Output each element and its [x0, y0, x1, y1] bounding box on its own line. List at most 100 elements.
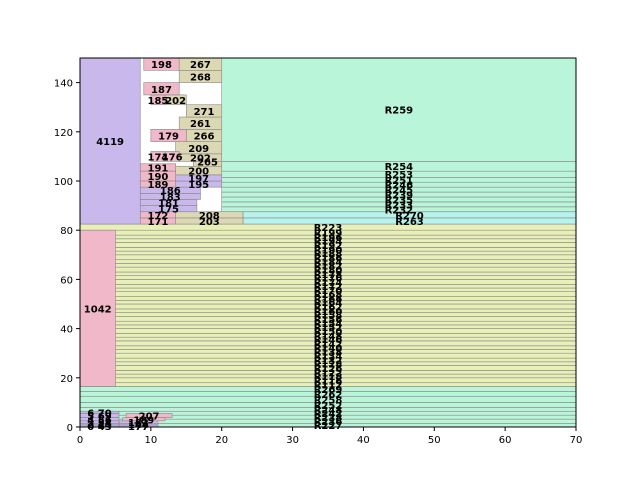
chart-region-label: 265: [197, 157, 218, 168]
chart-region-label: 202: [190, 154, 211, 165]
chart-region-label: R160: [314, 307, 343, 318]
y-tick-label: 80: [60, 226, 73, 237]
chart-region-label: R188: [314, 249, 343, 260]
chart-region-label: R116: [314, 376, 343, 387]
chart-region-label: R184: [314, 258, 343, 269]
chart-region-label: 182: [128, 418, 149, 429]
chart-region-label: R242: [314, 409, 343, 420]
chart-region-label: 203: [199, 217, 220, 228]
chart-region-label: R262: [314, 390, 343, 401]
chart-region-label: R118: [314, 372, 343, 383]
chart-region-label: R134: [314, 352, 343, 363]
y-tick-label: 140: [54, 79, 73, 90]
x-tick-label: 0: [77, 435, 83, 446]
chart-region-label: R239: [385, 191, 414, 202]
chart-region-label: 1042: [84, 304, 112, 315]
chart-region-label: R263: [395, 217, 424, 228]
chart-region-label: R251: [385, 176, 414, 187]
chart-region-labels: R227R236R238R242R248R252R258R262R269R112…: [84, 60, 424, 433]
chart-region-label: R140: [314, 344, 343, 355]
chart-region-label: R112: [314, 381, 343, 392]
chart-region-label: R146: [314, 335, 343, 346]
chart-region-label: R254: [385, 162, 414, 173]
chart-region: [79, 57, 141, 225]
chart-region-label: R166: [314, 294, 343, 305]
x-tick-label: 70: [570, 435, 583, 446]
y-tick-label: 20: [60, 374, 73, 385]
chart-region-label: 185: [148, 96, 169, 107]
chart-region-label: R182: [314, 261, 343, 272]
y-tick-label: 120: [54, 128, 73, 139]
chart-region-label: R122: [314, 368, 343, 379]
chart-region-label: 208: [199, 211, 220, 222]
y-tick-label: 0: [67, 423, 73, 434]
chart-region-label: 195: [188, 180, 209, 191]
chart-region-label: R142: [314, 339, 343, 350]
chart-region-label: R248: [314, 405, 343, 416]
chart-region-label: 197: [188, 174, 209, 185]
chart-region-label: R164: [314, 298, 343, 309]
chart-region-label: R172: [314, 282, 343, 293]
chart-region-label: 174: [148, 152, 169, 163]
chart-region-label: R238: [314, 413, 343, 424]
chart-region-label: 189: [148, 180, 169, 191]
y-tick-label: 60: [60, 275, 73, 286]
chart-region-label: R162: [314, 302, 343, 313]
chart-region-label: R176: [314, 274, 343, 285]
chart-region-label: R150: [314, 327, 343, 338]
chart-region-label: 177: [128, 422, 149, 433]
chart-region-label: R168: [314, 290, 343, 301]
chart-region-label: R223: [314, 223, 343, 234]
chart-region-label: 4119: [96, 137, 124, 148]
chart-region-label: R156: [314, 315, 343, 326]
chart-region: [150, 151, 166, 162]
chart-region-label: 209: [188, 144, 209, 155]
chart-region-label: 171: [148, 217, 169, 228]
chart-region-label: R258: [314, 395, 343, 406]
chart-region-label: R148: [314, 331, 343, 342]
chart-region: [143, 82, 180, 96]
chart-region: [150, 129, 187, 142]
x-tick-label: 20: [215, 435, 228, 446]
x-tick-label: 50: [428, 435, 441, 446]
chart-region-label: R235: [385, 195, 414, 206]
chart-region-label: 187: [151, 85, 172, 96]
chart-region: [79, 229, 116, 387]
chart-region: [221, 57, 577, 162]
chart-region-label: R245: [385, 186, 414, 197]
chart-region-label: 176: [162, 152, 183, 163]
chart-region-label: R128: [314, 360, 343, 371]
chart-region-label: 2 44: [87, 420, 111, 431]
chart-region-label: 3 54: [87, 418, 111, 429]
chart-region-label: 5 69: [87, 412, 111, 423]
chart-region-label: R126: [314, 364, 343, 375]
chart-region-label: R158: [314, 310, 343, 321]
chart-region-label: R199: [314, 229, 343, 240]
chart-region-label: 266: [194, 131, 215, 142]
chart-region-label: 0 43: [87, 422, 111, 433]
x-tick-label: 60: [499, 435, 512, 446]
chart-regions: [79, 57, 577, 428]
chart-region: [185, 104, 223, 118]
chart-region-label: R170: [314, 286, 343, 297]
chart-region-label: R246: [385, 181, 414, 192]
chart-region-label: 261: [190, 119, 211, 130]
y-tick-label: 100: [54, 177, 73, 188]
chart-region-label: 189: [133, 415, 154, 426]
chart-region-label: 183: [160, 192, 181, 203]
chart-region-label: R259: [385, 106, 414, 117]
chart-region-label: 175: [158, 205, 179, 216]
chart-region-label: 190: [148, 172, 169, 183]
chart-region-label: R180: [314, 266, 343, 277]
chart-region-label: 181: [158, 199, 179, 210]
chart-region-label: R196: [314, 233, 343, 244]
chart-region-label: R192: [314, 241, 343, 252]
chart-region-label: R174: [314, 278, 343, 289]
chart-region-label: R233: [385, 200, 414, 211]
chart-region-label: R152: [314, 323, 343, 334]
plot-frame: [79, 57, 577, 428]
chart-region-label: 198: [151, 60, 172, 71]
x-axis: 0 10 20 30 40 50 60 70: [77, 427, 583, 446]
chart-region-label: 191: [148, 163, 169, 174]
